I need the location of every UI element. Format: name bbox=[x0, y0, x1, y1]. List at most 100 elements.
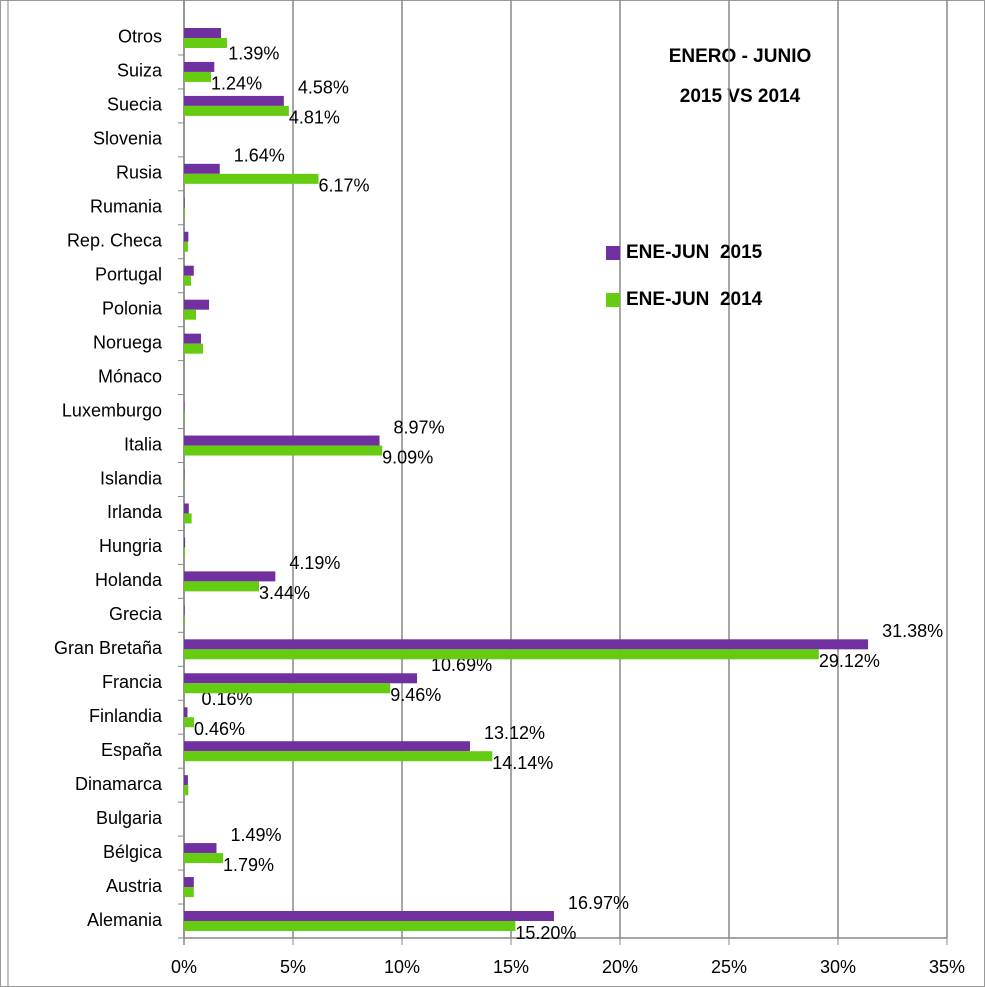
data-label: 1.79% bbox=[223, 855, 274, 875]
data-label: 0.46% bbox=[194, 719, 245, 739]
y-tick-label: Italia bbox=[124, 434, 163, 454]
bar bbox=[184, 571, 276, 582]
y-tick-label: Polonia bbox=[102, 298, 163, 318]
bar bbox=[184, 231, 189, 242]
bar bbox=[184, 649, 819, 660]
bar bbox=[184, 775, 188, 786]
bar bbox=[184, 639, 869, 650]
y-tick-label: Islandia bbox=[100, 468, 163, 488]
data-label: 9.09% bbox=[382, 447, 433, 467]
bar bbox=[184, 615, 186, 626]
data-label: 8.97% bbox=[394, 417, 445, 437]
data-label: 14.14% bbox=[492, 753, 553, 773]
chart-title: 2015 VS 2014 bbox=[680, 86, 801, 107]
bar bbox=[184, 853, 224, 864]
y-tick-label: Otros bbox=[118, 27, 162, 47]
y-tick-label: Suiza bbox=[117, 61, 163, 81]
bar bbox=[184, 605, 185, 616]
bar bbox=[184, 717, 195, 728]
bar bbox=[184, 877, 194, 888]
y-tick-label: Grecia bbox=[109, 604, 163, 624]
bar bbox=[184, 207, 186, 218]
bar bbox=[184, 275, 191, 286]
data-label: 4.81% bbox=[289, 108, 340, 128]
data-label: 0.16% bbox=[201, 689, 252, 709]
data-label: 29.12% bbox=[819, 651, 880, 671]
x-tick-label: 10% bbox=[384, 957, 420, 977]
x-tick-label: 15% bbox=[493, 957, 529, 977]
y-tick-label: Mónaco bbox=[98, 366, 162, 386]
y-tick-label: Noruega bbox=[93, 332, 163, 352]
y-tick-label: Bulgaria bbox=[96, 808, 163, 828]
bar bbox=[184, 581, 259, 592]
bar bbox=[184, 309, 196, 320]
bar bbox=[184, 333, 202, 344]
legend-label: ENE-JUN 2015 bbox=[626, 242, 763, 263]
chart-title: ENERO - JUNIO bbox=[669, 46, 812, 67]
data-label: 3.44% bbox=[259, 583, 310, 603]
bar bbox=[184, 921, 516, 932]
bar bbox=[184, 445, 383, 456]
y-tick-label: Hungria bbox=[99, 536, 163, 556]
data-label: 10.69% bbox=[431, 655, 492, 675]
bar bbox=[184, 479, 185, 490]
bar bbox=[184, 513, 192, 524]
y-tick-label: Rusia bbox=[116, 163, 163, 183]
bar bbox=[184, 911, 554, 922]
bar bbox=[184, 673, 418, 684]
data-label: 1.39% bbox=[228, 44, 279, 64]
y-tick-label: Gran Bretaña bbox=[54, 638, 163, 658]
bar bbox=[184, 197, 185, 208]
bar bbox=[184, 887, 194, 898]
data-label: 16.97% bbox=[568, 893, 629, 913]
data-label: 9.46% bbox=[390, 685, 441, 705]
bar bbox=[184, 843, 217, 854]
legend-swatch bbox=[606, 246, 620, 260]
bar bbox=[184, 537, 186, 548]
data-label: 1.64% bbox=[234, 146, 285, 166]
bar bbox=[184, 683, 391, 694]
bar bbox=[184, 27, 222, 38]
y-tick-label: Luxemburgo bbox=[62, 400, 162, 420]
y-tick-label: Austria bbox=[106, 876, 163, 896]
bar bbox=[184, 265, 194, 276]
y-tick-label: Slovenia bbox=[93, 129, 163, 149]
x-tick-label: 0% bbox=[171, 957, 197, 977]
x-tick-label: 30% bbox=[820, 957, 856, 977]
bar bbox=[184, 241, 188, 252]
bar bbox=[184, 751, 493, 762]
bar bbox=[184, 95, 284, 106]
y-tick-label: Rep. Checa bbox=[67, 231, 163, 251]
x-tick-label: 20% bbox=[602, 957, 638, 977]
bar bbox=[184, 343, 203, 354]
data-label: 4.19% bbox=[289, 553, 340, 573]
bar bbox=[184, 37, 227, 48]
bar bbox=[184, 173, 319, 184]
data-label: 15.20% bbox=[515, 923, 576, 943]
y-tick-label: Francia bbox=[102, 672, 163, 692]
data-label: 1.24% bbox=[211, 74, 262, 94]
x-tick-label: 35% bbox=[929, 957, 965, 977]
data-label: 31.38% bbox=[882, 621, 943, 641]
y-tick-label: Rumania bbox=[90, 197, 163, 217]
bar bbox=[184, 299, 210, 310]
data-label: 1.49% bbox=[230, 825, 281, 845]
bar bbox=[184, 71, 212, 82]
y-tick-label: Holanda bbox=[95, 570, 163, 590]
y-tick-label: Irlanda bbox=[107, 502, 163, 522]
legend-label: ENE-JUN 2014 bbox=[626, 289, 763, 310]
y-tick-label: Bélgica bbox=[103, 842, 163, 862]
x-tick-label: 5% bbox=[280, 957, 306, 977]
y-tick-label: Suecia bbox=[107, 95, 163, 115]
bar bbox=[184, 741, 471, 752]
x-tick-label: 25% bbox=[711, 957, 747, 977]
y-tick-label: Alemania bbox=[87, 910, 163, 930]
bar bbox=[184, 547, 186, 558]
data-label: 6.17% bbox=[319, 176, 370, 196]
legend-swatch bbox=[606, 293, 620, 307]
bar bbox=[184, 707, 188, 718]
data-label: 4.58% bbox=[298, 78, 349, 98]
y-tick-label: Portugal bbox=[95, 264, 162, 284]
